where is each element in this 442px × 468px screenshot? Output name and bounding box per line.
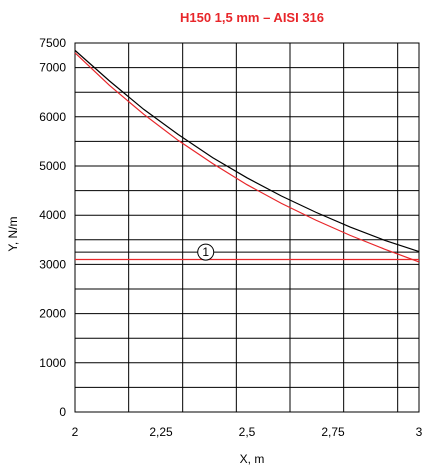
y-tick-label: 7000 — [39, 61, 66, 75]
y-tick-labels: 0 1000 2000 3000 4000 5000 6000 7000 7500 — [39, 36, 66, 419]
y-tick-label: 0 — [59, 405, 66, 419]
x-tick-label: 3 — [416, 425, 423, 439]
series-group — [74, 49, 420, 263]
x-tick-labels: 2 2,25 2,5 2,75 3 — [72, 425, 423, 439]
annotations: 1 — [197, 243, 215, 261]
y-axis-label: Y, N/m — [6, 216, 20, 251]
x-axis-label: X, m — [240, 452, 265, 466]
y-tick-label: 2000 — [39, 307, 66, 321]
y-tick-label: 4000 — [39, 208, 66, 222]
y-tick-label: 6000 — [39, 110, 66, 124]
y-tick-label: 1000 — [39, 356, 66, 370]
x-tick-label: 2 — [72, 425, 79, 439]
annotation-marker — [197, 243, 215, 261]
x-tick-label: 2,5 — [239, 425, 256, 439]
series-line-2 — [74, 52, 420, 263]
y-tick-label: 5000 — [39, 159, 66, 173]
x-tick-label: 2,25 — [149, 425, 173, 439]
chart-title: H150 1,5 mm – AISI 316 — [180, 10, 324, 25]
y-tick-label: 7500 — [39, 36, 66, 50]
annotation-label: 1 — [202, 245, 209, 259]
series-line-1 — [74, 49, 420, 253]
x-tick-label: 2,75 — [321, 425, 345, 439]
plot-frame — [74, 42, 420, 413]
y-tick-label: 3000 — [39, 257, 66, 271]
grid — [74, 42, 420, 413]
